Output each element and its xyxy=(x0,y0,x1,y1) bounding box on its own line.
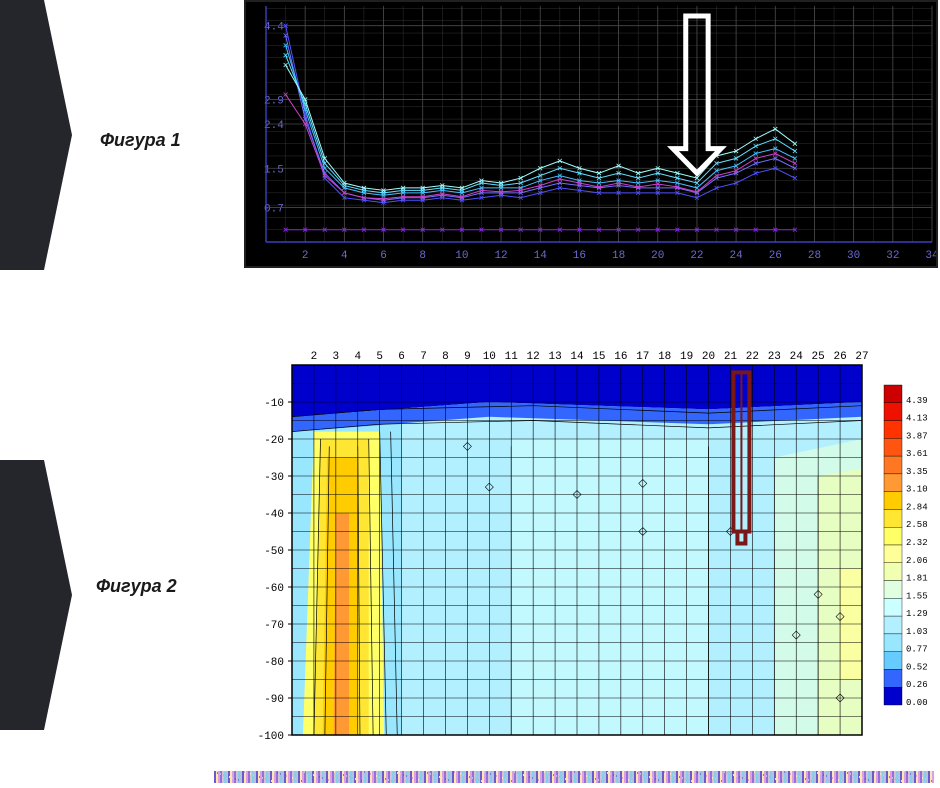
svg-text:4.39: 4.39 xyxy=(906,396,928,406)
svg-text:18: 18 xyxy=(612,250,625,262)
svg-text:-60: -60 xyxy=(264,583,284,595)
svg-text:8: 8 xyxy=(419,250,426,262)
svg-text:23: 23 xyxy=(768,351,781,363)
svg-text:1.81: 1.81 xyxy=(906,574,928,584)
svg-text:25: 25 xyxy=(812,351,825,363)
svg-text:32: 32 xyxy=(886,250,899,262)
svg-text:20: 20 xyxy=(651,250,664,262)
svg-text:19: 19 xyxy=(680,351,693,363)
svg-text:0.00: 0.00 xyxy=(906,698,928,708)
svg-text:9: 9 xyxy=(464,351,471,363)
pointer-shape-1 xyxy=(0,0,80,270)
line-chart: 2468101214161820222426283032340.71.52.42… xyxy=(244,0,938,268)
svg-text:20: 20 xyxy=(702,351,715,363)
svg-text:26: 26 xyxy=(833,351,846,363)
svg-text:13: 13 xyxy=(548,351,561,363)
svg-text:4.4: 4.4 xyxy=(264,22,284,34)
svg-text:4: 4 xyxy=(341,250,348,262)
svg-text:22: 22 xyxy=(690,250,703,262)
svg-text:2.58: 2.58 xyxy=(906,520,928,530)
svg-text:2.84: 2.84 xyxy=(906,502,928,512)
svg-text:-70: -70 xyxy=(264,620,284,632)
svg-text:27: 27 xyxy=(855,351,868,363)
svg-text:-30: -30 xyxy=(264,472,284,484)
svg-text:10: 10 xyxy=(455,250,468,262)
svg-text:0.77: 0.77 xyxy=(906,645,928,655)
svg-text:12: 12 xyxy=(527,351,540,363)
svg-text:0.7: 0.7 xyxy=(264,204,284,216)
svg-text:14: 14 xyxy=(534,250,548,262)
svg-text:3.61: 3.61 xyxy=(906,449,928,459)
svg-text:2.4: 2.4 xyxy=(264,120,284,132)
svg-text:8: 8 xyxy=(442,351,449,363)
svg-text:34: 34 xyxy=(925,250,936,262)
svg-text:10: 10 xyxy=(483,351,496,363)
svg-text:4.13: 4.13 xyxy=(906,414,928,424)
contour-chart: 2345678910111213141516171819202122232425… xyxy=(244,345,934,757)
svg-text:-100: -100 xyxy=(258,731,284,743)
svg-text:21: 21 xyxy=(724,351,738,363)
svg-text:15: 15 xyxy=(592,351,605,363)
svg-text:-90: -90 xyxy=(264,694,284,706)
svg-text:5: 5 xyxy=(376,351,383,363)
svg-text:22: 22 xyxy=(746,351,759,363)
svg-text:1.03: 1.03 xyxy=(906,627,928,637)
svg-text:2: 2 xyxy=(311,351,318,363)
svg-text:16: 16 xyxy=(573,250,586,262)
svg-text:24: 24 xyxy=(730,250,744,262)
svg-text:4: 4 xyxy=(354,351,361,363)
svg-text:12: 12 xyxy=(494,250,507,262)
svg-text:0.26: 0.26 xyxy=(906,680,928,690)
svg-text:-80: -80 xyxy=(264,657,284,669)
svg-text:3.10: 3.10 xyxy=(906,485,928,495)
svg-text:28: 28 xyxy=(808,250,821,262)
svg-text:16: 16 xyxy=(614,351,627,363)
svg-text:3.87: 3.87 xyxy=(906,431,928,441)
svg-text:2: 2 xyxy=(302,250,309,262)
svg-text:18: 18 xyxy=(658,351,671,363)
svg-text:14: 14 xyxy=(570,351,584,363)
svg-text:2.32: 2.32 xyxy=(906,538,928,548)
svg-text:0.52: 0.52 xyxy=(906,662,928,672)
svg-text:1.29: 1.29 xyxy=(906,609,928,619)
svg-text:30: 30 xyxy=(847,250,860,262)
svg-text:17: 17 xyxy=(636,351,649,363)
svg-text:11: 11 xyxy=(505,351,519,363)
svg-text:26: 26 xyxy=(769,250,782,262)
svg-text:3: 3 xyxy=(333,351,340,363)
svg-text:1.55: 1.55 xyxy=(906,591,928,601)
svg-text:2.06: 2.06 xyxy=(906,556,928,566)
svg-text:6: 6 xyxy=(398,351,405,363)
svg-text:-40: -40 xyxy=(264,509,284,521)
figure-1-label: Фигура 1 xyxy=(100,130,181,151)
svg-text:7: 7 xyxy=(420,351,427,363)
figure-2-label: Фигура 2 xyxy=(96,576,177,597)
svg-text:-10: -10 xyxy=(264,398,284,410)
svg-text:1.5: 1.5 xyxy=(264,164,284,176)
svg-text:3.35: 3.35 xyxy=(906,467,928,477)
pointer-shape-2 xyxy=(0,460,80,730)
svg-text:-20: -20 xyxy=(264,435,284,447)
svg-text:-50: -50 xyxy=(264,546,284,558)
svg-text:6: 6 xyxy=(380,250,387,262)
svg-text:2.9: 2.9 xyxy=(264,95,284,107)
svg-text:24: 24 xyxy=(790,351,804,363)
bottom-strip xyxy=(214,770,934,782)
